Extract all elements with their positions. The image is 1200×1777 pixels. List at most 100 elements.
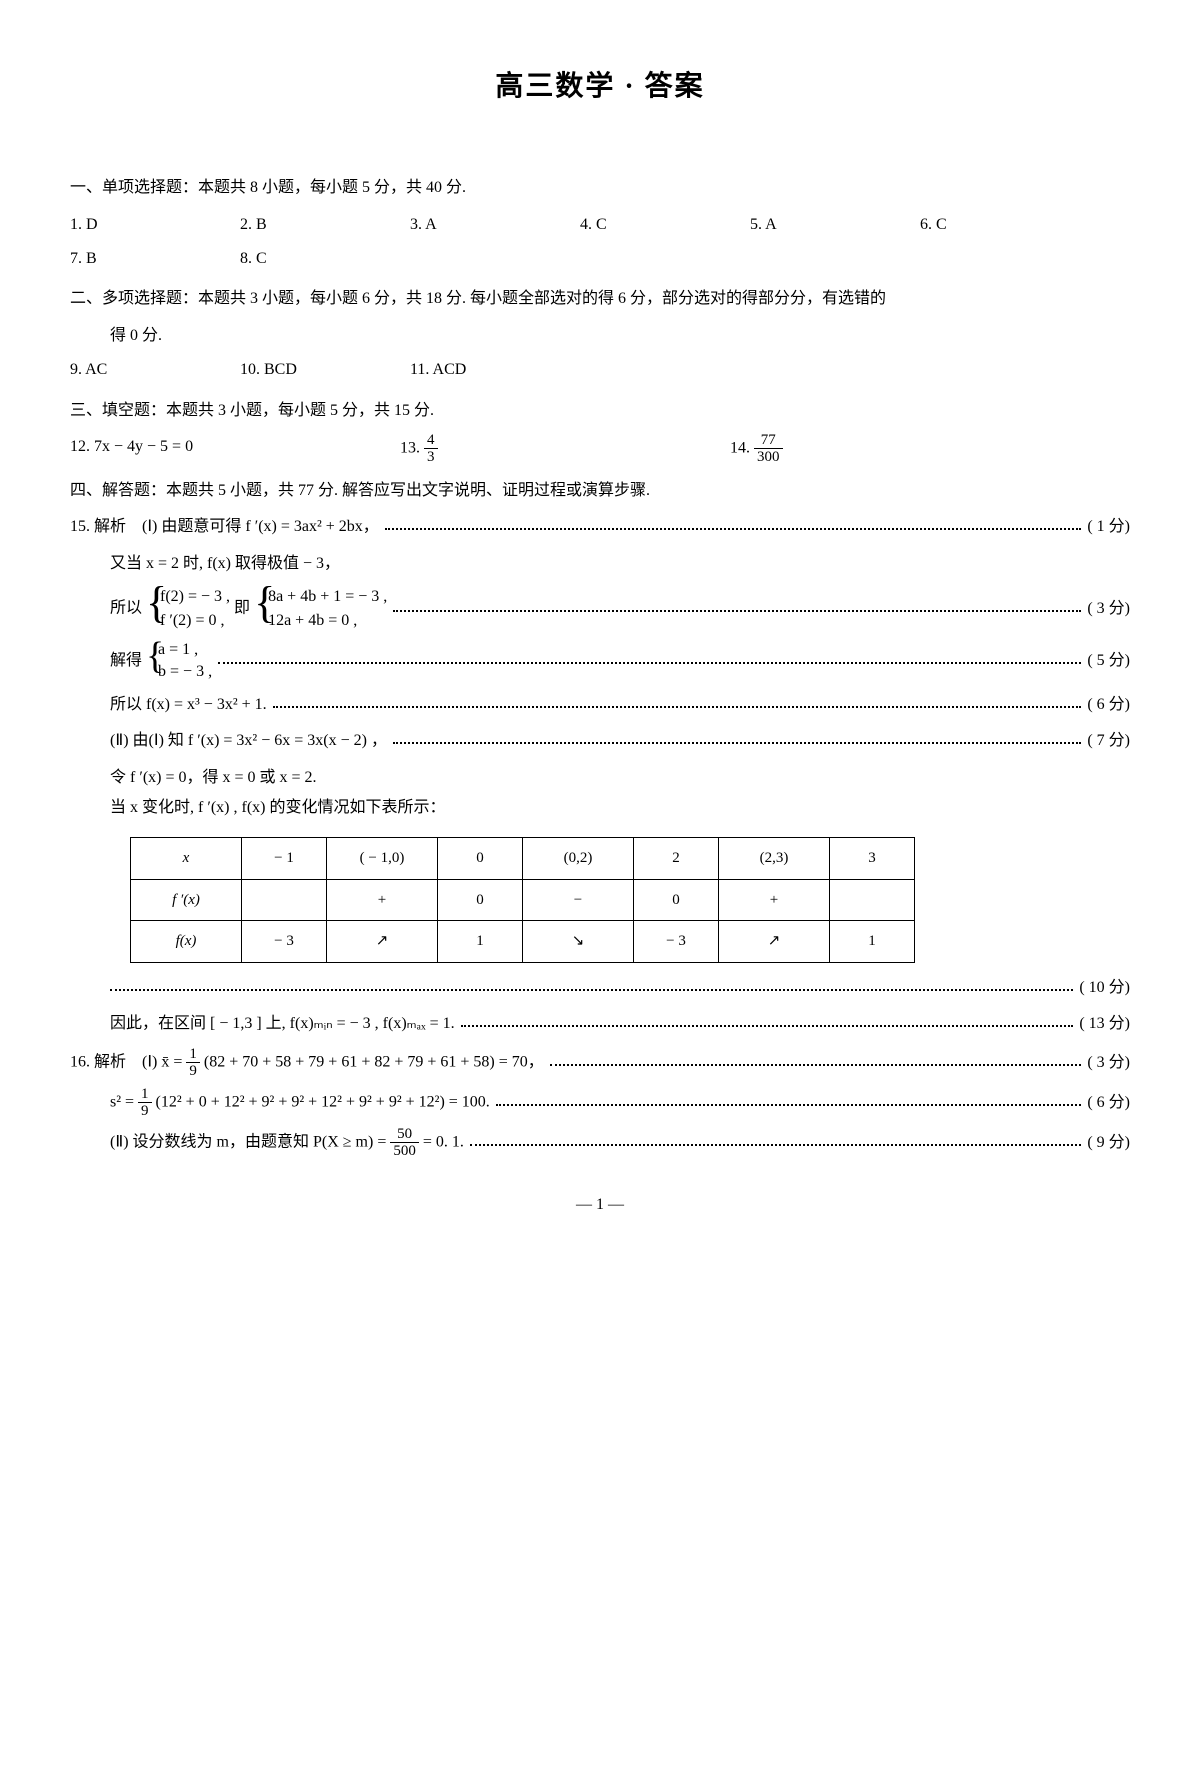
answer-6: 6. C (920, 210, 1090, 240)
answer-13: 13. 43 (400, 432, 730, 466)
q13-label: 13. (400, 440, 424, 457)
q15-l3-content: 所以 f(2) = − 3 , f ′(2) = 0 , 即 8a + 4b +… (110, 585, 387, 633)
section2-row: 9. AC 10. BCD 11. ACD (70, 355, 1130, 385)
q15-l6-score: ( 7 分) (1087, 726, 1130, 756)
table-cell: − 3 (634, 921, 719, 963)
q16-l2a: s² = (110, 1093, 138, 1110)
table-cell: x (131, 838, 242, 880)
section1-row1: 1. D 2. B 3. A 4. C 5. A 6. C (70, 210, 1130, 240)
page-number: — 1 — (70, 1190, 1130, 1220)
table-cell: ↗ (327, 921, 438, 963)
q15-l5-score: ( 6 分) (1087, 690, 1130, 720)
dots-icon (273, 696, 1082, 708)
q15-l7: 令 f ′(x) = 0，得 x = 0 或 x = 2. (70, 763, 1130, 793)
q16-l1-score: ( 3 分) (1087, 1048, 1130, 1078)
dots-icon (496, 1094, 1082, 1106)
q15-l3-intro: 所以 (110, 600, 146, 617)
table-cell: ( − 1,0) (327, 838, 438, 880)
table-cell: ↘ (523, 921, 634, 963)
q15-l4b: b = − 3 , (158, 661, 212, 683)
q16-l3-num: 50 (390, 1126, 419, 1144)
dots-icon (470, 1134, 1081, 1146)
table-cell: f ′(x) (131, 879, 242, 921)
q15-l6-text: (Ⅱ) 由(Ⅰ) 知 f ′(x) = 3x² − 6x = 3x(x − 2)… (110, 726, 387, 756)
table-cell: + (327, 879, 438, 921)
q15-l3-mid: 即 (234, 600, 254, 617)
q15-l4-intro: 解得 (110, 652, 146, 669)
q15-l4a: a = 1 , (158, 639, 212, 661)
q15-sys1b: f ′(2) = 0 , (160, 609, 230, 633)
q13-num: 4 (424, 432, 438, 450)
q15-l1-text: 15. 解析 (Ⅰ) 由题意可得 f ′(x) = 3ax² + 2bx， (70, 512, 379, 542)
dots-icon (461, 1016, 1074, 1028)
q15-l8: 当 x 变化时, f ′(x) , f(x) 的变化情况如下表所示： (70, 793, 1130, 823)
table-cell: − 1 (242, 838, 327, 880)
page-title: 高三数学 · 答案 (70, 60, 1130, 113)
q15-l6: (Ⅱ) 由(Ⅰ) 知 f ′(x) = 3x² − 6x = 3x(x − 2)… (70, 726, 1130, 756)
table-cell: 1 (438, 921, 523, 963)
answer-14: 14. 77300 (730, 432, 1060, 466)
q15-l9: ( 10 分) (70, 973, 1130, 1003)
table-cell: + (719, 879, 830, 921)
q15-sys2b: 12a + 4b = 0 , (268, 609, 387, 633)
table-cell: 2 (634, 838, 719, 880)
q16-l2: s² = 19 (12² + 0 + 12² + 9² + 9² + 12² +… (70, 1086, 1130, 1120)
q16-l1-content: 16. 解析 (Ⅰ) x̄ = 19 (82 + 70 + 58 + 79 + … (70, 1046, 544, 1080)
dots-icon (550, 1054, 1082, 1066)
answer-4: 4. C (580, 210, 750, 240)
q16-l2-den: 9 (138, 1103, 152, 1120)
table-row: x − 1 ( − 1,0) 0 (0,2) 2 (2,3) 3 (131, 838, 915, 880)
q15-l1: 15. 解析 (Ⅰ) 由题意可得 f ′(x) = 3ax² + 2bx， ( … (70, 512, 1130, 542)
q16-l3a: (Ⅱ) 设分数线为 m，由题意知 P(X ≥ m) = (110, 1133, 390, 1150)
dots-icon (393, 733, 1081, 745)
q14-num: 77 (754, 432, 783, 450)
q16-l3: (Ⅱ) 设分数线为 m，由题意知 P(X ≥ m) = 50500 = 0. 1… (70, 1126, 1130, 1160)
brace-icon: a = 1 , b = − 3 , (146, 639, 212, 684)
answer-9: 9. AC (70, 355, 240, 385)
q16-l3-content: (Ⅱ) 设分数线为 m，由题意知 P(X ≥ m) = 50500 = 0. 1… (110, 1126, 464, 1160)
q16-l1-num: 1 (186, 1046, 200, 1064)
table-row: f ′(x) + 0 − 0 + (131, 879, 915, 921)
answer-3: 3. A (410, 210, 580, 240)
q16-l3b: = 0. 1. (419, 1133, 464, 1150)
q14-label: 14. (730, 440, 754, 457)
q15-l1-score: ( 1 分) (1087, 512, 1130, 542)
answer-7: 7. B (70, 244, 240, 274)
q15-l5: 所以 f(x) = x³ − 3x² + 1. ( 6 分) (70, 690, 1130, 720)
table-cell: (2,3) (719, 838, 830, 880)
q15-l4-score: ( 5 分) (1087, 646, 1130, 676)
section1-row2: 7. B 8. C (70, 244, 1130, 274)
table-cell: 0 (634, 879, 719, 921)
q15-sys2a: 8a + 4b + 1 = − 3 , (268, 585, 387, 609)
table-cell (242, 879, 327, 921)
section3-heading: 三、填空题：本题共 3 小题，每小题 5 分，共 15 分. (70, 396, 1130, 426)
table-cell: − (523, 879, 634, 921)
q15-l10-text: 因此，在区间 [ − 1,3 ] 上, f(x)ₘᵢₙ = − 3 , f(x)… (110, 1009, 455, 1039)
answer-12: 12. 7x − 4y − 5 = 0 (70, 432, 400, 466)
q13-den: 3 (424, 449, 438, 466)
table-cell: 0 (438, 879, 523, 921)
q15-l10-score: ( 13 分) (1079, 1009, 1130, 1039)
answer-10: 10. BCD (240, 355, 410, 385)
q14-den: 300 (754, 449, 783, 466)
q16-l1b: (82 + 70 + 58 + 79 + 61 + 82 + 79 + 61 +… (200, 1053, 544, 1070)
q16-l3-den: 500 (390, 1143, 419, 1160)
q16-l1a: 16. 解析 (Ⅰ) x̄ = (70, 1053, 186, 1070)
table-cell: 3 (830, 838, 915, 880)
q15-l4: 解得 a = 1 , b = − 3 , ( 5 分) (70, 639, 1130, 684)
variation-table: x − 1 ( − 1,0) 0 (0,2) 2 (2,3) 3 f ′(x) … (130, 837, 915, 963)
table-cell: f(x) (131, 921, 242, 963)
answer-2: 2. B (240, 210, 410, 240)
q16-l2-score: ( 6 分) (1087, 1088, 1130, 1118)
q15-l9-score: ( 10 分) (1079, 973, 1130, 1003)
q16-l1-den: 9 (186, 1063, 200, 1080)
dots-icon (110, 979, 1073, 991)
fill-row: 12. 7x − 4y − 5 = 0 13. 43 14. 77300 (70, 432, 1130, 466)
table-row: f(x) − 3 ↗ 1 ↘ − 3 ↗ 1 (131, 921, 915, 963)
section2-heading-a: 二、多项选择题：本题共 3 小题，每小题 6 分，共 18 分. 每小题全部选对… (70, 284, 1130, 314)
q16-l3-score: ( 9 分) (1087, 1128, 1130, 1158)
q15-sys1a: f(2) = − 3 , (160, 585, 230, 609)
q15-l5-text: 所以 f(x) = x³ − 3x² + 1. (110, 690, 267, 720)
dots-icon (218, 653, 1081, 665)
q15-l2: 又当 x = 2 时, f(x) 取得极值 − 3， (70, 549, 1130, 579)
